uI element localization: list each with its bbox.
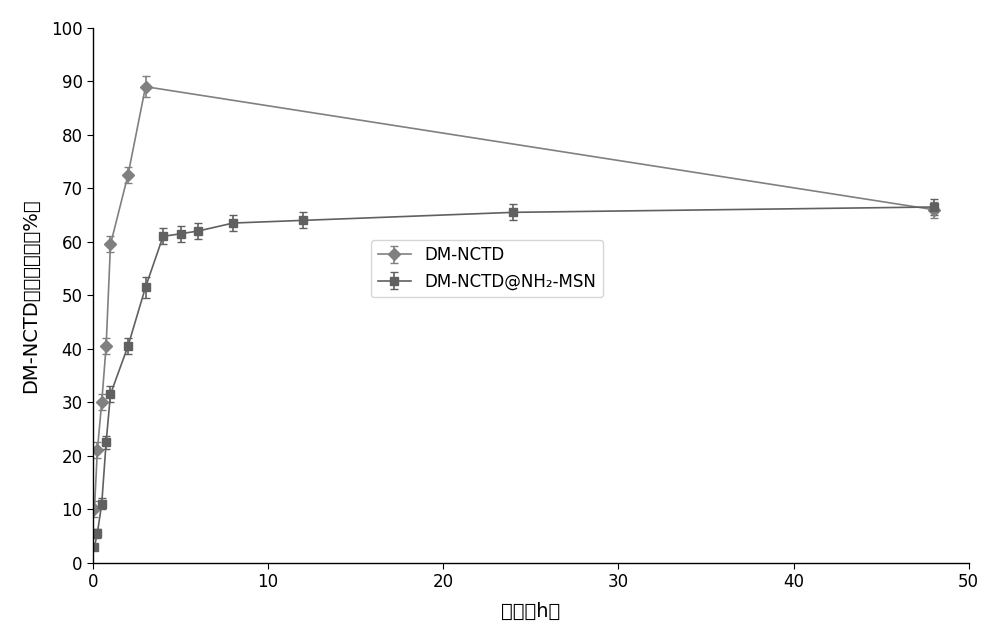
X-axis label: 时间（h）: 时间（h） [501, 602, 560, 621]
Legend: DM-NCTD, DM-NCTD@NH₂-MSN: DM-NCTD, DM-NCTD@NH₂-MSN [371, 239, 603, 297]
Y-axis label: DM-NCTD释放百分比（%）: DM-NCTD释放百分比（%） [21, 198, 40, 392]
